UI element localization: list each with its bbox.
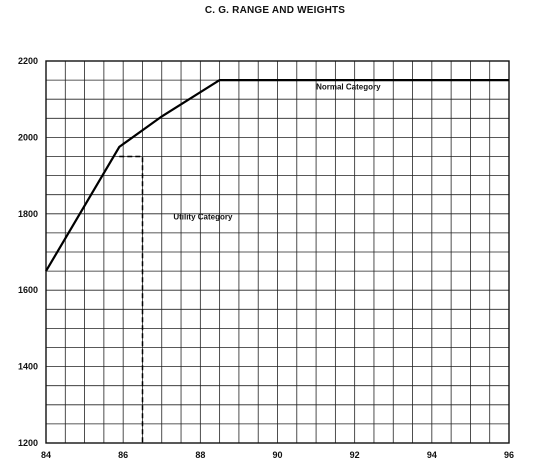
plot-frame <box>45 60 510 444</box>
series-layer <box>45 79 509 443</box>
annotation-label: Normal Category <box>316 83 381 92</box>
tick-labels: 84 86 88 90 92 94 96 1200 1400 1600 1800 2000 2200 <box>18 56 514 460</box>
y-tick-label: 1800 <box>18 209 38 219</box>
y-tick-label: 1600 <box>18 285 38 295</box>
x-tick-label: 86 <box>118 450 128 460</box>
x-tick-label: 96 <box>504 450 514 460</box>
annotations: Normal Category Utility Category <box>173 83 381 222</box>
normal-category-line <box>45 79 509 272</box>
x-tick-label: 88 <box>195 450 205 460</box>
y-tick-label: 1200 <box>18 438 38 448</box>
chart-title: C. G. RANGE AND WEIGHTS <box>204 5 346 16</box>
y-tick-label: 2200 <box>18 56 38 66</box>
x-tick-label: 94 <box>427 450 437 460</box>
annotation-label: Utility Category <box>173 213 233 222</box>
y-tick-label: 1400 <box>18 362 38 372</box>
y-tick-label: 2000 <box>18 132 38 142</box>
x-tick-label: 90 <box>272 450 282 460</box>
x-tick-label: 92 <box>350 450 360 460</box>
x-tick-label: 84 <box>41 450 51 460</box>
grid <box>45 60 510 444</box>
